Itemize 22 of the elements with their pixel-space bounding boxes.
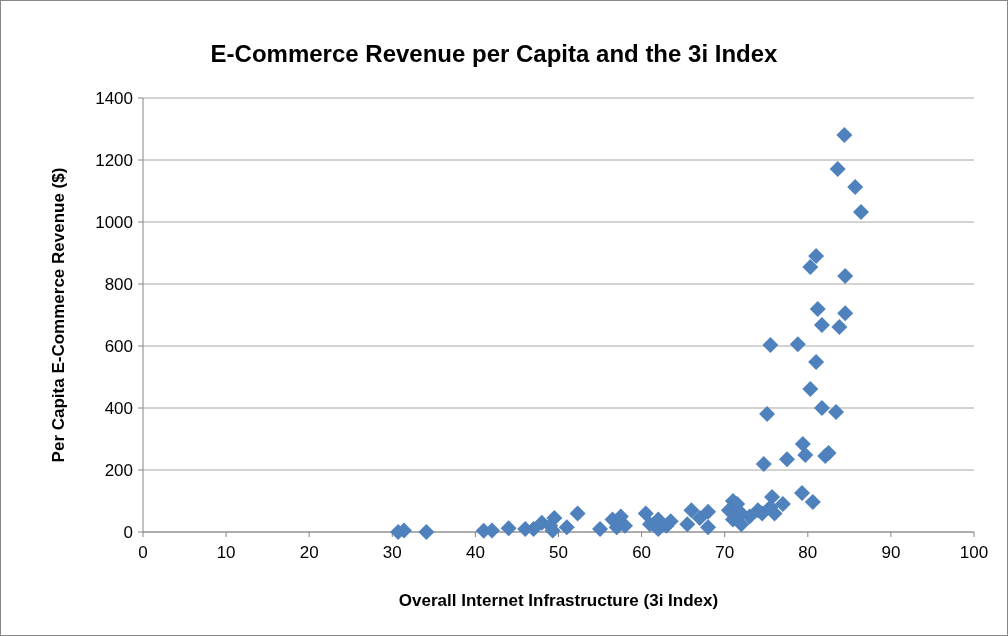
x-tick-label: 20 [299,543,319,562]
y-tick-label: 600 [104,336,133,356]
y-tick-label: 0 [123,522,133,542]
y-tick-label: 200 [104,460,133,480]
x-tick-label: 70 [715,543,735,562]
x-axis-title: Overall Internet Infrastructure (3i Index) [398,591,719,610]
y-tick-label: 400 [104,398,133,418]
x-tick-label: 0 [138,543,148,562]
y-tick-label: 1000 [95,212,133,232]
x-tick-label: 60 [632,543,652,562]
x-tick-label: 90 [881,543,901,562]
chart-title: E-Commerce Revenue per Capita and the 3i Index [210,40,779,67]
x-tick-label: 50 [549,543,568,562]
x-tick-label: 100 [959,543,989,562]
x-tick-label: 80 [798,543,818,562]
y-tick-label: 1400 [95,88,133,108]
y-tick-label: 1200 [95,150,133,170]
y-tick-label: 800 [104,274,133,294]
x-tick-label: 10 [216,543,236,562]
y-axis-title: Per Capita E-Commerce Revenue ($) [49,167,68,463]
x-tick-label: 30 [382,543,402,562]
x-tick-label: 40 [465,543,485,562]
